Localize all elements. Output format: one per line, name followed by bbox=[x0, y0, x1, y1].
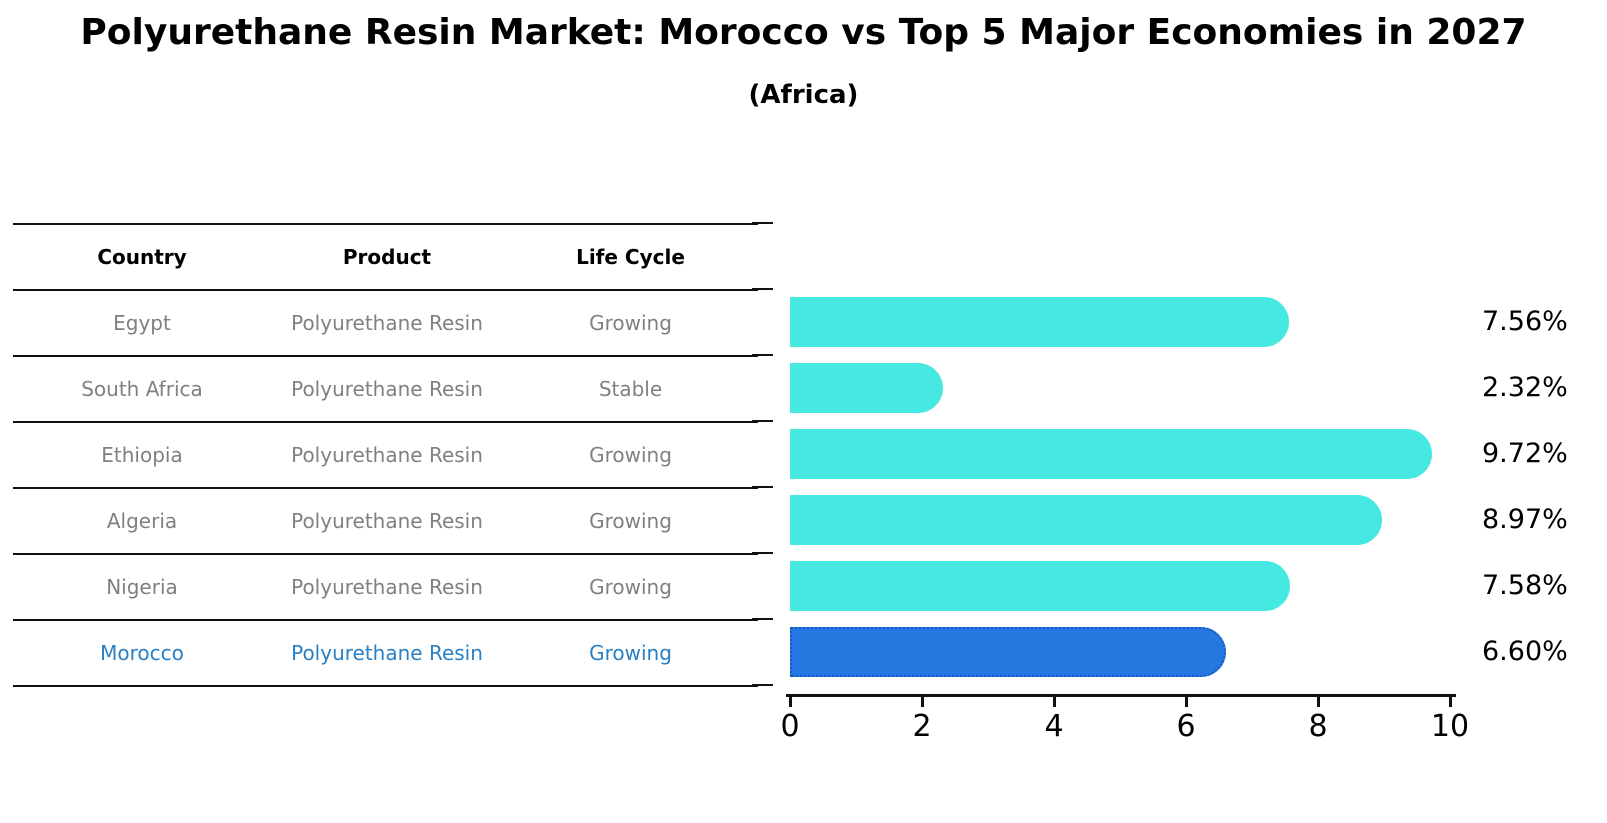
table-cell-life-cycle: Growing bbox=[589, 509, 672, 533]
table-cell-country: Algeria bbox=[106, 509, 178, 533]
table-cell-product: Polyurethane Resin bbox=[291, 311, 483, 335]
y-tick bbox=[752, 354, 773, 356]
bar-morocco bbox=[790, 627, 1226, 677]
table-cell-product: Polyurethane Resin bbox=[291, 641, 483, 665]
table-cell-life-cycle: Growing bbox=[589, 443, 672, 467]
bar-row bbox=[790, 355, 1452, 421]
table-cell-life-cycle: Growing bbox=[589, 641, 672, 665]
value-label: 7.58% bbox=[1482, 570, 1568, 601]
x-tick bbox=[920, 697, 924, 707]
x-tick-label: 8 bbox=[1308, 709, 1328, 744]
value-label: 8.97% bbox=[1482, 504, 1568, 535]
x-tick bbox=[1448, 697, 1452, 707]
bar-chart bbox=[790, 289, 1452, 685]
y-tick bbox=[752, 288, 773, 290]
table-cell-life-cycle: Growing bbox=[589, 575, 672, 599]
table-body: Egypt Polyurethane Resin Growing South Afri… bbox=[13, 291, 758, 687]
bar-value-labels: 7.56% 2.32% 9.72% 8.97% 7.58% 6.60% bbox=[1482, 289, 1607, 685]
column-header-product: Product bbox=[342, 245, 432, 269]
x-tick bbox=[1316, 697, 1320, 707]
table-cell-life-cycle: Stable bbox=[598, 377, 663, 401]
table-cell-country: South Africa bbox=[81, 377, 203, 401]
bar-egypt bbox=[790, 297, 1289, 347]
y-tick bbox=[752, 486, 773, 488]
x-axis: 0 2 4 6 8 10 bbox=[780, 697, 1469, 747]
x-tick-label: 2 bbox=[912, 709, 932, 744]
table-row: Egypt Polyurethane Resin Growing bbox=[13, 291, 758, 357]
y-tick bbox=[752, 684, 773, 686]
x-tick-label: 6 bbox=[1176, 709, 1196, 744]
x-tick bbox=[1184, 697, 1188, 707]
table-cell-country: Nigeria bbox=[106, 575, 178, 599]
table-header-row: Country Product Life Cycle bbox=[13, 225, 758, 291]
page-title: Polyurethane Resin Market: Morocco vs To… bbox=[80, 12, 1527, 53]
bar-row bbox=[790, 553, 1452, 619]
table-row: Morocco Polyurethane Resin Growing bbox=[13, 621, 758, 687]
y-tick bbox=[752, 420, 773, 422]
column-header-life-cycle: Life Cycle bbox=[576, 245, 685, 269]
table-cell-product: Polyurethane Resin bbox=[291, 509, 483, 533]
table-cell-product: Polyurethane Resin bbox=[291, 443, 483, 467]
value-label: 6.60% bbox=[1482, 636, 1568, 667]
table-cell-country: Morocco bbox=[100, 641, 184, 665]
bar-row bbox=[790, 619, 1452, 685]
bar-row bbox=[790, 487, 1452, 553]
x-tick-label: 0 bbox=[780, 709, 800, 744]
x-axis-line bbox=[786, 694, 1456, 697]
x-tick bbox=[1052, 697, 1056, 707]
table-cell-product: Polyurethane Resin bbox=[291, 575, 483, 599]
table-row: South Africa Polyurethane Resin Stable bbox=[13, 357, 758, 423]
table-row: Ethiopia Polyurethane Resin Growing bbox=[13, 423, 758, 489]
x-tick-label: 10 bbox=[1430, 709, 1470, 744]
column-header-country: Country bbox=[97, 245, 187, 269]
bar-south-africa bbox=[790, 363, 944, 413]
table-cell-country: Ethiopia bbox=[101, 443, 183, 467]
x-tick-label: 4 bbox=[1044, 709, 1064, 744]
bar-ethiopia bbox=[790, 429, 1432, 479]
y-tick bbox=[752, 552, 773, 554]
bar-algeria bbox=[790, 495, 1383, 545]
page-subtitle: (Africa) bbox=[748, 80, 859, 110]
bar-nigeria bbox=[790, 561, 1291, 611]
y-tick bbox=[752, 618, 773, 620]
value-label: 7.56% bbox=[1482, 306, 1568, 337]
value-label: 2.32% bbox=[1482, 372, 1568, 403]
bar-row bbox=[790, 289, 1452, 355]
table-cell-country: Egypt bbox=[113, 311, 171, 335]
table-cell-life-cycle: Growing bbox=[589, 311, 672, 335]
bar-row bbox=[790, 421, 1452, 487]
data-table: Country Product Life Cycle Egypt Polyuret… bbox=[13, 223, 758, 687]
table-row: Algeria Polyurethane Resin Growing bbox=[13, 489, 758, 555]
table-row: Nigeria Polyurethane Resin Growing bbox=[13, 555, 758, 621]
y-tick bbox=[752, 222, 773, 224]
value-label: 9.72% bbox=[1482, 438, 1568, 469]
x-tick bbox=[788, 697, 792, 707]
table-cell-product: Polyurethane Resin bbox=[291, 377, 483, 401]
